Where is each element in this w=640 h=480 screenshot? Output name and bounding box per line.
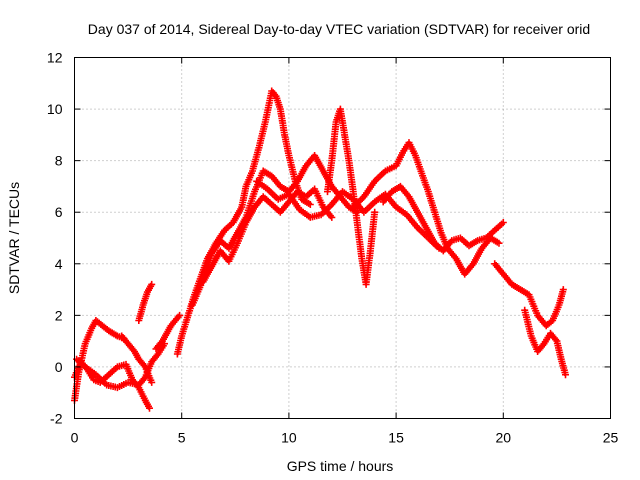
x-tick-label: 0 <box>71 430 79 446</box>
series-sat-c <box>73 340 168 392</box>
chart-title: Day 037 of 2014, Sidereal Day-to-day VTE… <box>88 21 590 37</box>
y-tick-label: -2 <box>50 411 63 427</box>
series-sat-g <box>173 87 314 358</box>
y-tick-label: 0 <box>55 359 63 375</box>
data-point <box>148 378 156 386</box>
series-sat-n <box>491 260 567 330</box>
series-sat-f <box>152 311 184 353</box>
plot-frame <box>74 57 611 419</box>
x-tick-label: 25 <box>603 430 619 446</box>
data-point <box>140 361 148 369</box>
series-sat-h <box>188 152 361 309</box>
data-point <box>371 208 379 216</box>
series-sat-d <box>118 332 156 386</box>
axis-ticks: 0 5 10 15 20 25 -2 0 2 4 6 8 10 12 <box>47 50 619 446</box>
x-tick-label: 5 <box>178 430 186 446</box>
data-point <box>559 286 567 294</box>
y-tick-label: 6 <box>55 204 63 220</box>
series-sat-e <box>135 280 156 324</box>
x-axis-label: GPS time / hours <box>287 458 394 474</box>
y-tick-label: 8 <box>55 153 63 169</box>
x-tick-label: 15 <box>388 430 404 446</box>
data-point <box>148 280 156 288</box>
series-sat-o <box>521 306 569 379</box>
data-point <box>146 404 153 412</box>
y-axis-label: SDTVAR / TECUs <box>6 182 22 294</box>
y-tick-label: 4 <box>55 256 63 272</box>
data-point <box>328 213 336 221</box>
data-point <box>176 311 184 319</box>
series-sat-i <box>199 185 336 286</box>
series-sat-l <box>349 139 503 278</box>
y-tick-label: 2 <box>55 307 63 323</box>
series-sat-k <box>324 105 379 288</box>
data-point <box>306 201 314 208</box>
x-tick-label: 10 <box>281 430 297 446</box>
x-tick-label: 20 <box>496 430 512 446</box>
series-sat-m <box>379 182 507 255</box>
data-point <box>552 336 560 344</box>
data-point <box>499 219 507 226</box>
y-tick-label: 12 <box>47 50 63 66</box>
data-point <box>562 371 569 379</box>
data-markers <box>71 87 569 412</box>
y-tick-label: 10 <box>47 101 63 117</box>
data-point <box>495 239 503 247</box>
